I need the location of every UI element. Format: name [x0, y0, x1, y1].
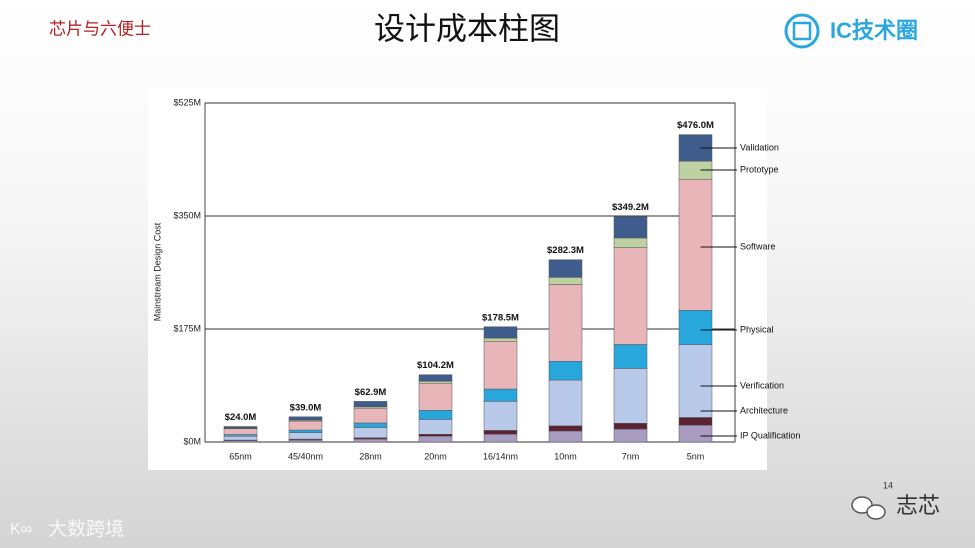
- header-left: 芯片与六便士: [49, 20, 151, 40]
- bar-segment: [353, 438, 388, 443]
- bar-segment: [223, 426, 258, 429]
- x-tick-label: 20nm: [424, 451, 447, 461]
- bar-segment: [223, 435, 258, 441]
- bar-segment: [483, 337, 518, 342]
- total-label: $104.2M: [417, 360, 454, 371]
- bar-segment: [613, 423, 648, 430]
- bar-segment: [678, 424, 713, 443]
- x-tick-label: 28nm: [359, 451, 382, 461]
- page-number: 14: [883, 480, 893, 490]
- bar-segment: [548, 425, 583, 432]
- bar-segment: [613, 216, 648, 239]
- y-tick-label: $350M: [173, 210, 201, 220]
- total-label: $62.9M: [355, 387, 387, 398]
- bar-segment: [483, 388, 518, 402]
- bar-segment: [483, 430, 518, 435]
- bar-segment: [288, 432, 323, 440]
- bar-segment: [613, 344, 648, 369]
- bar-segment: [613, 237, 648, 248]
- bar-segment: [548, 259, 583, 278]
- bar-segment: [353, 407, 388, 424]
- bar-segment: [548, 361, 583, 381]
- bar-segment: [418, 419, 453, 435]
- x-tick-label: 65nm: [229, 451, 252, 461]
- bar-segment: [418, 410, 453, 420]
- x-tick-label: 45/40nm: [288, 451, 323, 461]
- y-tick-label: $0M: [183, 436, 201, 446]
- footer-right: 志芯: [896, 493, 940, 518]
- x-tick-label: 5nm: [687, 451, 705, 461]
- bar-segment: [678, 344, 713, 418]
- logo-icon: [784, 13, 820, 49]
- bar-segment: [418, 382, 453, 411]
- legend-label: Architecture: [740, 405, 788, 415]
- bar-segment: [418, 374, 453, 382]
- legend-label: Physical: [740, 324, 774, 334]
- bar-segment: [418, 435, 453, 443]
- bar-segment: [288, 416, 323, 421]
- watermark-icon: K∞: [10, 521, 32, 538]
- bar-segment: [613, 247, 648, 345]
- bar-segment: [548, 379, 583, 427]
- bar-segment: [288, 439, 323, 443]
- bar-segment: [548, 284, 583, 362]
- legend-label: IP Qualification: [740, 430, 800, 440]
- bar-segment: [353, 422, 388, 428]
- y-axis-label: Mainstream Design Cost: [152, 222, 162, 321]
- bar-segment: [288, 420, 323, 431]
- legend-label: Software: [740, 241, 776, 251]
- legend-label: Prototype: [740, 164, 779, 174]
- total-label: $39.0M: [290, 402, 322, 413]
- bar-segment: [613, 368, 648, 424]
- legend-label: Validation: [740, 142, 779, 152]
- x-tick-label: 7nm: [622, 451, 640, 461]
- bar-segment: [613, 428, 648, 443]
- x-tick-label: 10nm: [554, 451, 577, 461]
- bar-segment: [418, 434, 453, 437]
- bar-segment: [288, 429, 323, 433]
- bar-segment: [548, 430, 583, 443]
- y-tick-label: $525M: [173, 97, 201, 107]
- legend-label: Verification: [740, 380, 784, 390]
- watermark: 大数跨境: [48, 518, 124, 540]
- bar-segment: [483, 341, 518, 390]
- slide-title: 设计成本柱图: [374, 12, 560, 48]
- bar-segment: [353, 427, 388, 439]
- bar-segment: [483, 401, 518, 431]
- bar-segment: [223, 428, 258, 435]
- total-label: $282.3M: [547, 245, 584, 256]
- bar-segment: [548, 277, 583, 285]
- bar-segment: [678, 417, 713, 426]
- bar-segment: [483, 326, 518, 339]
- bar-segment: [678, 310, 713, 345]
- bar-segment: [678, 178, 713, 311]
- y-tick-label: $175M: [173, 323, 201, 333]
- x-tick-label: 16/14nm: [483, 451, 518, 461]
- bar-segment: [418, 381, 453, 384]
- total-label: $349.2M: [612, 202, 649, 213]
- bar-segment: [353, 401, 388, 408]
- total-label: $476.0M: [677, 120, 714, 131]
- bar-segment: [483, 434, 518, 443]
- chart-panel: [148, 88, 767, 470]
- total-label: $24.0M: [225, 412, 257, 423]
- total-label: $178.5M: [482, 312, 519, 323]
- logo-text: IC技术圈: [830, 18, 918, 43]
- wechat-icon: [851, 496, 886, 520]
